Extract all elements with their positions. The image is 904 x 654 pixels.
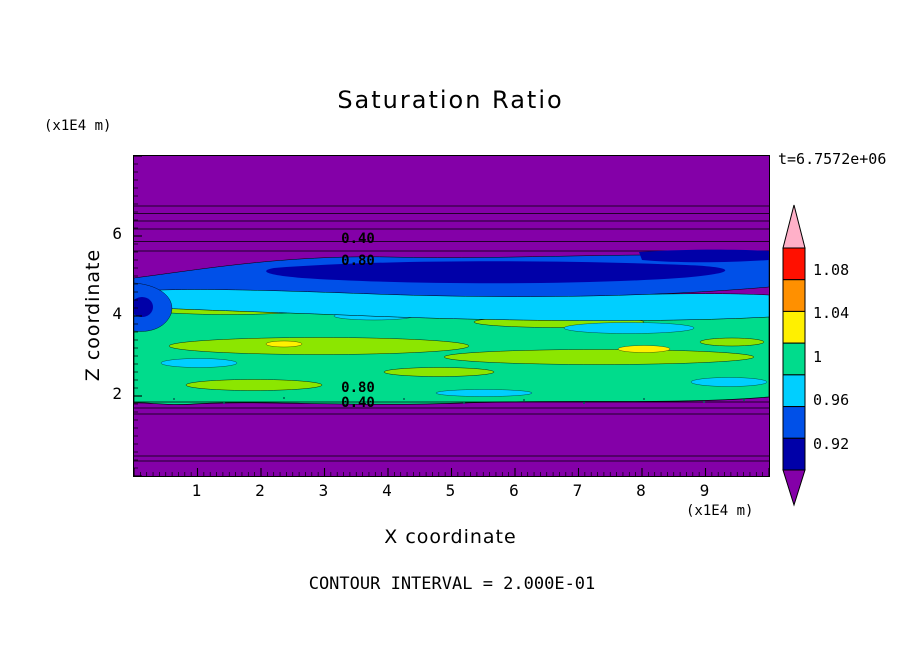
contour-fills (134, 156, 769, 476)
x-tick-label: 3 (318, 481, 329, 500)
colorbar-segment-blue (782, 406, 806, 439)
plot-area (133, 155, 770, 477)
colorbar-segment-yellow (782, 310, 806, 344)
contour-interval-note: CONTOUR INTERVAL = 2.000E-01 (308, 574, 596, 594)
colorbar-tick-label: 0.96 (813, 391, 850, 409)
contour-line-label: 0.80 (341, 380, 375, 396)
x-tick-label: 8 (636, 481, 646, 500)
colorbar-tick-label: 0.92 (813, 435, 850, 453)
contour-plot-svg (134, 156, 769, 476)
y-axis-unit-label: (x1E4 m) (44, 118, 112, 134)
x-tick-label: 9 (699, 481, 710, 500)
x-axis-label: X coordinate (384, 526, 517, 548)
x-axis-unit-label: (x1E4 m) (686, 503, 754, 519)
colorbar-segment-orange (782, 279, 806, 312)
y-tick-label: 2 (112, 384, 122, 403)
colorbar-tick-label: 1.04 (813, 304, 850, 322)
x-tick-label: 1 (191, 481, 202, 500)
time-annotation: t=6.7572e+06 (778, 150, 887, 168)
x-tick-label: 6 (509, 481, 519, 500)
colorbar (782, 204, 806, 507)
x-tick-label: 4 (382, 481, 392, 500)
colorbar-segment-cyan (782, 374, 806, 408)
colorbar-segment-navy (782, 437, 806, 471)
contour-line-label: 0.40 (341, 395, 375, 411)
x-tick-label: 5 (445, 481, 456, 500)
contour-line-label: 0.80 (341, 253, 375, 269)
colorbar-segment-pink (782, 204, 806, 249)
colorbar-segment-red (782, 247, 806, 281)
chart-title: Saturation Ratio (337, 86, 564, 114)
y-tick-label: 6 (112, 224, 122, 243)
contour-line-label: 0.40 (341, 231, 375, 247)
colorbar-tick-label: 1.08 (813, 261, 850, 279)
colorbar-segment-purple (782, 469, 806, 507)
colorbar-tick-label: 1 (813, 348, 823, 366)
y-tick-label: 4 (112, 304, 122, 323)
x-tick-label: 7 (572, 481, 583, 500)
colorbar-segment-green (782, 342, 806, 376)
x-tick-label: 2 (255, 481, 265, 500)
